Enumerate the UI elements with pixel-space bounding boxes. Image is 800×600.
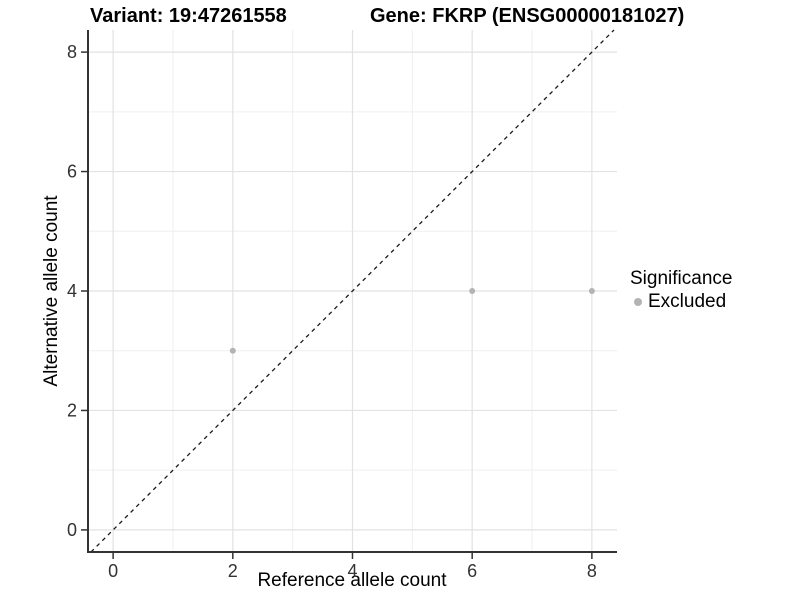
legend-key-dot — [634, 298, 642, 306]
y-tick-label: 2 — [67, 400, 77, 420]
data-point — [229, 347, 236, 354]
legend: Significance Excluded — [630, 268, 732, 313]
x-tick-label: 8 — [587, 561, 597, 581]
data-point — [469, 288, 476, 294]
plot-title-variant: Variant: 19:47261558 — [90, 5, 287, 27]
y-axis-title: Alternative allele count — [41, 195, 62, 387]
plot-title-gene: Gene: FKRP (ENSG00000181027) — [370, 5, 685, 27]
x-tick-label: 2 — [228, 561, 238, 581]
y-tick-label: 4 — [67, 281, 77, 301]
data-point — [588, 288, 595, 294]
y-tick-label: 0 — [67, 520, 77, 540]
y-tick-label: 8 — [67, 42, 77, 62]
x-tick-label: 6 — [467, 561, 477, 581]
x-axis-title: Reference allele count — [257, 570, 447, 591]
legend-title: Significance — [630, 268, 733, 289]
legend-item: Excluded — [630, 291, 732, 313]
identity-line — [90, 29, 615, 553]
x-tick-label: 0 — [108, 561, 118, 581]
y-tick-label: 6 — [67, 162, 77, 182]
x-tick-label: 4 — [347, 561, 357, 581]
legend-item-label: Excluded — [648, 291, 727, 312]
